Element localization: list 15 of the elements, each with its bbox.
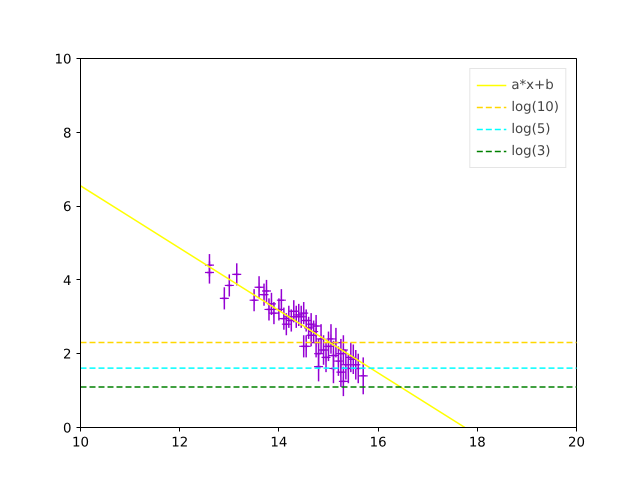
x-tick-label: 20	[568, 436, 585, 450]
legend-label: log(3)	[511, 144, 551, 158]
legend-label: a*x+b	[511, 78, 554, 92]
x-tick-label: 18	[468, 436, 486, 450]
y-tick-label: 6	[63, 200, 72, 216]
legend-label: log(5)	[511, 122, 551, 136]
y-tick-label: 4	[63, 274, 72, 289]
y-tick-label: 2	[63, 348, 72, 363]
x-tick-label: 16	[370, 436, 387, 450]
x-tick-label: 14	[270, 436, 288, 450]
y-tick-label: 10	[54, 52, 72, 68]
legend-label: log(10)	[511, 100, 559, 114]
y-tick-label: 8	[63, 126, 72, 142]
x-tick-label: 12	[171, 436, 188, 450]
y-tick-label: 0	[63, 422, 72, 436]
